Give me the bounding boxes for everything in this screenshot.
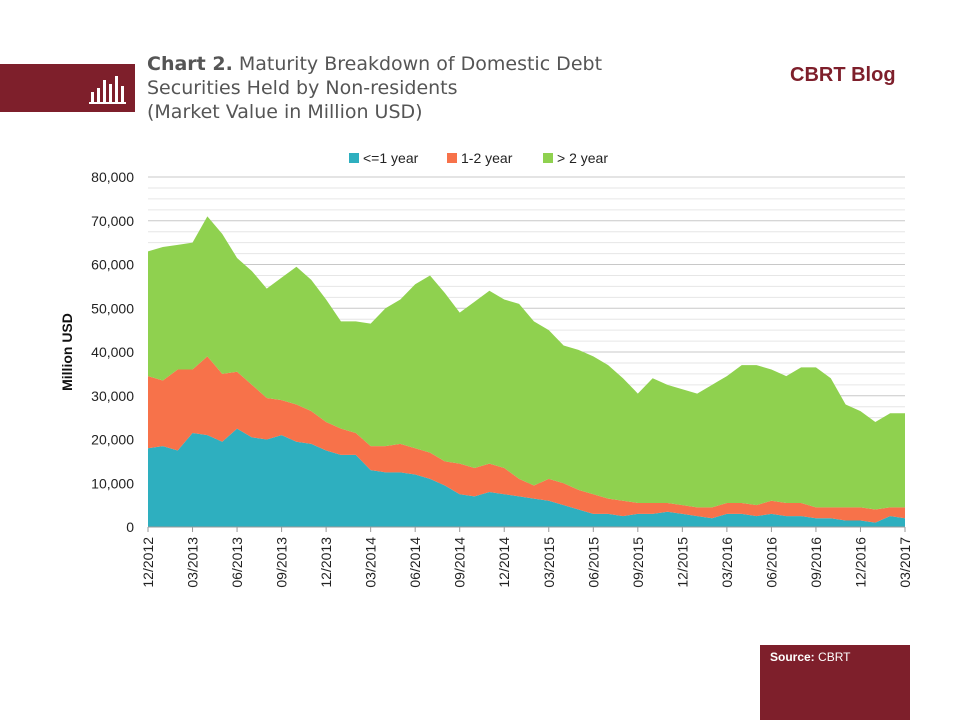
- brand-bar: [0, 64, 135, 112]
- y-axis-ticks: 0 10,000 20,000 30,000 40,000 50,000 60,000 70,…: [91, 169, 134, 535]
- y-tick-label: 60,000: [91, 257, 134, 273]
- legend-swatch: [447, 153, 457, 163]
- legend-label: <=1 year: [363, 150, 419, 166]
- x-tick-label: 09/2014: [452, 537, 468, 588]
- legend-label: 1-2 year: [461, 150, 513, 166]
- y-tick-label: 50,000: [91, 300, 134, 316]
- area-series-3: [148, 216, 905, 510]
- x-tick-label: 09/2013: [274, 537, 290, 588]
- title-line-1: Chart 2. Maturity Breakdown of Domestic …: [147, 52, 667, 76]
- legend: <=1 year 1-2 year > 2 year: [349, 150, 608, 166]
- title-bold: Chart 2.: [147, 53, 233, 75]
- title-line-2: Securities Held by Non-residents: [147, 77, 458, 99]
- legend-swatch: [543, 153, 553, 163]
- x-tick-label: 12/2015: [674, 537, 690, 588]
- area-series-2: [148, 356, 905, 523]
- y-tick-label: 20,000: [91, 432, 134, 448]
- x-tick-label: 12/2016: [852, 537, 868, 588]
- area-series-1: [148, 428, 905, 527]
- bar-chart-icon: [89, 76, 126, 104]
- y-axis-label: Million USD: [59, 313, 75, 391]
- title-line-3: (Market Value in Million USD): [147, 101, 423, 123]
- x-axis-ticks: 12/2012 03/2013 06/2013 09/2013 12/2013 03/20…: [140, 526, 913, 588]
- x-tick-label: 09/2015: [630, 537, 646, 588]
- title-main: Maturity Breakdown of Domestic Debt: [238, 53, 603, 75]
- x-tick-label: 09/2016: [808, 537, 824, 588]
- y-tick-label: 80,000: [91, 169, 134, 185]
- x-tick-label: 03/2015: [541, 537, 557, 588]
- y-tick-label: 10,000: [91, 475, 134, 491]
- x-tick-label: 03/2016: [719, 537, 735, 588]
- x-tick-label: 06/2015: [585, 537, 601, 588]
- x-tick-label: 12/2013: [318, 537, 334, 588]
- series-areas: [148, 216, 905, 527]
- y-tick-label: 0: [126, 519, 134, 535]
- y-tick-label: 70,000: [91, 213, 134, 229]
- blog-label: CBRT Blog: [790, 64, 896, 86]
- legend-swatch: [349, 153, 359, 163]
- x-tick-label: 06/2016: [763, 537, 779, 588]
- source-value: CBRT: [818, 650, 851, 664]
- x-tick-label: 03/2013: [185, 537, 201, 588]
- y-tick-label: 40,000: [91, 344, 134, 360]
- x-tick-label: 03/2014: [363, 537, 379, 588]
- x-tick-label: 03/2017: [897, 537, 913, 588]
- x-tick-label: 06/2014: [407, 537, 423, 588]
- x-tick-label: 06/2013: [229, 537, 245, 588]
- x-tick-label: 12/2012: [140, 537, 156, 588]
- x-tick-label: 12/2014: [496, 537, 512, 588]
- legend-label: > 2 year: [557, 150, 608, 166]
- source-box: Source: CBRT: [760, 645, 910, 720]
- y-tick-label: 30,000: [91, 388, 134, 404]
- source-label: Source:: [770, 650, 815, 664]
- stacked-area-chart: 0 10,000 20,000 30,000 40,000 50,000 60,000 70,…: [59, 150, 913, 588]
- chart-title: Chart 2. Maturity Breakdown of Domestic …: [147, 52, 667, 124]
